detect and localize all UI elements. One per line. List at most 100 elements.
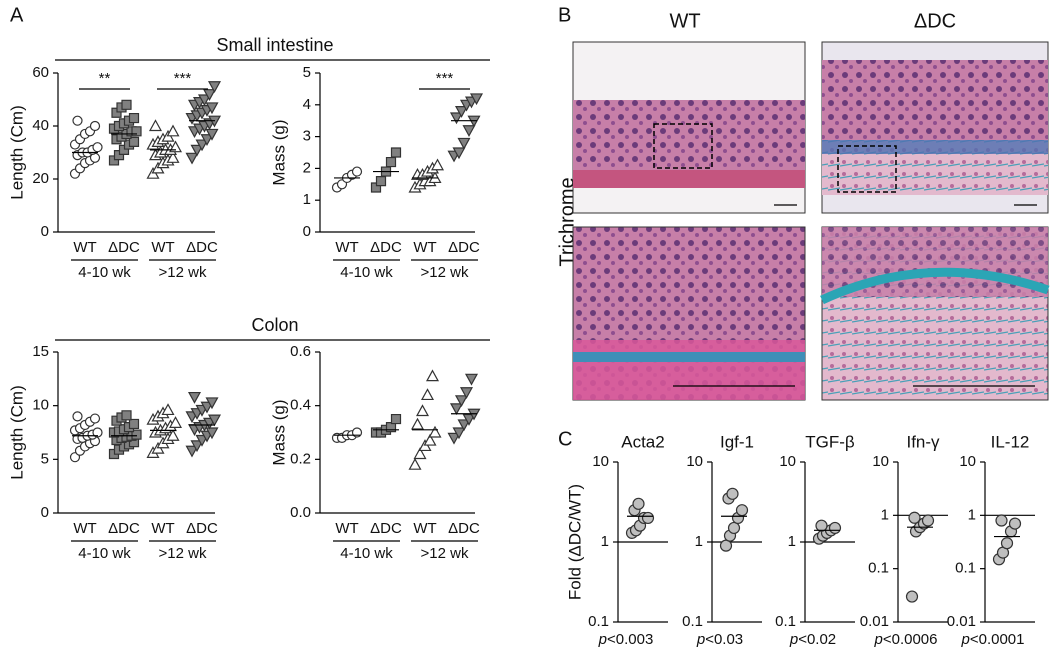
- data-point: [462, 125, 476, 137]
- data-point: [449, 112, 464, 125]
- data-point: [996, 546, 1010, 559]
- y-tick-label: 10: [779, 453, 796, 470]
- data-point: [430, 158, 445, 171]
- x-tick-label: ΔDC: [186, 520, 218, 537]
- y-tick-label: 10: [872, 453, 889, 470]
- x-tick-label: ΔDC: [370, 239, 402, 256]
- data-point: [908, 511, 921, 524]
- data-point: [415, 404, 430, 417]
- panel-label: C: [558, 428, 572, 450]
- data-point: [168, 416, 183, 428]
- x-tick-label: WT: [335, 239, 358, 256]
- data-point: [464, 373, 479, 386]
- data-point: [425, 369, 440, 382]
- data-point: [641, 511, 655, 524]
- data-point: [207, 414, 222, 427]
- p-symbol: p: [598, 631, 607, 648]
- y-tick-label: 1: [788, 533, 796, 550]
- data-point: [200, 134, 214, 146]
- y-tick-label: 10: [32, 397, 49, 414]
- data-point: [351, 166, 363, 177]
- x-tick-label: WT: [151, 520, 174, 537]
- data-point: [190, 440, 204, 453]
- group-label: 4-10 wk: [340, 264, 393, 281]
- group-label: 4-10 wk: [78, 545, 131, 562]
- data-point: [1008, 517, 1022, 530]
- y-tick-label: 0.0: [290, 504, 311, 521]
- data-point: [390, 413, 402, 425]
- significance-label: **: [99, 70, 111, 87]
- data-point: [202, 89, 217, 101]
- data-point: [185, 445, 199, 458]
- x-tick-label: WT: [413, 239, 436, 256]
- p-value: p<0.03: [696, 631, 743, 648]
- y-tick-label: 0.1: [775, 613, 796, 630]
- x-tick-label: WT: [413, 520, 436, 537]
- y-tick-label: 0.01: [860, 613, 889, 630]
- chart-title: Acta2: [621, 432, 664, 451]
- data-point: [205, 427, 219, 440]
- group-label: >12 wk: [159, 264, 207, 281]
- data-point: [89, 413, 101, 424]
- data-point: [449, 403, 464, 416]
- group-label: 4-10 wk: [340, 545, 393, 562]
- data-point: [1000, 537, 1014, 550]
- histology-column: ΔDC: [914, 10, 956, 32]
- histology-column: WT: [669, 10, 700, 32]
- p-threshold: <0.03: [705, 631, 743, 648]
- chart-title: TGF-β: [805, 432, 855, 451]
- y-tick-label: 0.01: [947, 613, 976, 630]
- data-point: [197, 94, 212, 107]
- significance-label: ***: [436, 70, 454, 87]
- p-threshold: <0.0001: [970, 631, 1025, 648]
- y-tick-label: 10: [592, 453, 609, 470]
- data-point: [459, 387, 474, 399]
- panel-label: A: [10, 4, 24, 26]
- y-axis-label: Fold (ΔDC/WT): [565, 484, 584, 600]
- y-tick-label: 0: [41, 504, 49, 521]
- y-tick-label: 0.1: [682, 613, 703, 630]
- p-threshold: <0.003: [607, 631, 653, 648]
- data-point: [185, 152, 199, 165]
- y-tick-label: 2: [303, 159, 311, 176]
- y-axis-label: Length (Cm): [7, 385, 26, 479]
- p-threshold: <0.02: [798, 631, 836, 648]
- data-point: [72, 411, 83, 422]
- y-tick-label: 5: [41, 450, 49, 467]
- data-point: [385, 156, 397, 168]
- data-point: [454, 395, 469, 408]
- x-tick-label: WT: [335, 520, 358, 537]
- data-point: [166, 151, 180, 163]
- section-heading: Small intestine: [216, 35, 333, 55]
- data-point: [168, 140, 183, 153]
- group-label: >12 wk: [421, 545, 469, 562]
- y-tick-label: 4: [303, 96, 311, 113]
- y-tick-label: 1: [601, 533, 609, 550]
- data-point: [128, 136, 140, 147]
- y-tick-label: 1: [881, 506, 889, 523]
- data-point: [452, 427, 466, 440]
- y-tick-label: 1: [695, 533, 703, 550]
- data-point: [205, 128, 219, 141]
- group-label: >12 wk: [159, 545, 207, 562]
- y-tick-label: 0.6: [290, 343, 311, 360]
- data-point: [207, 81, 222, 93]
- p-symbol: p: [961, 631, 970, 648]
- data-point: [375, 176, 387, 187]
- x-tick-label: ΔDC: [108, 520, 140, 537]
- x-tick-label: ΔDC: [448, 239, 480, 256]
- data-point: [195, 139, 209, 152]
- y-tick-label: 3: [303, 128, 311, 145]
- data-point: [148, 119, 163, 132]
- group-label: 4-10 wk: [78, 264, 131, 281]
- x-tick-label: ΔDC: [448, 520, 480, 537]
- panel-label: B: [558, 4, 571, 26]
- data-point: [205, 397, 219, 410]
- x-tick-label: ΔDC: [186, 239, 218, 256]
- y-tick-label: 0.2: [290, 450, 311, 467]
- p-value: p<0.0006: [874, 631, 938, 648]
- data-point: [423, 433, 437, 446]
- data-point: [735, 504, 749, 517]
- chart-title: Ifn-γ: [906, 432, 940, 451]
